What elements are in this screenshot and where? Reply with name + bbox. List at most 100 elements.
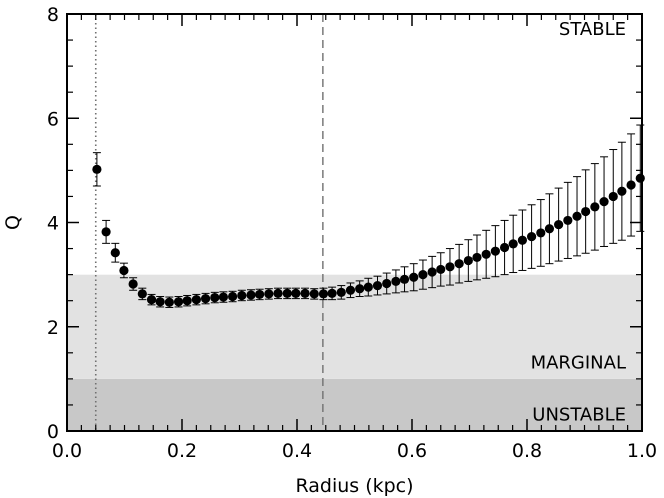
data-point (182, 294, 192, 307)
data-point (608, 149, 618, 244)
point-marker (246, 290, 256, 300)
data-point (264, 288, 274, 300)
point-marker (137, 289, 147, 299)
point-marker (372, 280, 383, 291)
data-point (454, 243, 464, 284)
point-marker (554, 219, 564, 230)
point-marker (599, 197, 609, 207)
point-marker (300, 288, 310, 298)
point-marker (92, 164, 102, 174)
data-point (581, 169, 591, 254)
point-marker (218, 292, 228, 302)
point-marker (110, 248, 120, 258)
data-point (200, 292, 211, 305)
point-marker (101, 227, 111, 237)
point-marker (228, 291, 238, 302)
point-marker (418, 270, 428, 280)
point-marker (463, 255, 473, 266)
point-marker (436, 264, 446, 275)
data-point (246, 289, 256, 301)
data-point (210, 291, 220, 304)
point-marker (191, 295, 201, 305)
data-point (291, 287, 301, 300)
region-label-unstable: UNSTABLE (532, 405, 626, 426)
data-point (536, 199, 546, 267)
point-marker (146, 295, 157, 305)
point-marker (563, 215, 573, 226)
point-marker (282, 288, 292, 298)
point-marker (581, 206, 591, 217)
data-point (508, 214, 518, 274)
data-point (173, 296, 184, 308)
point-marker (309, 289, 319, 299)
data-point (191, 293, 201, 306)
x-tick-label: 0.6 (397, 440, 427, 462)
x-tick-label: 0.8 (512, 440, 542, 462)
data-point (372, 275, 383, 296)
point-marker (481, 249, 491, 259)
point-marker (327, 288, 337, 298)
point-marker (273, 288, 283, 298)
x-tick-label: 1.0 (627, 440, 657, 462)
data-point (626, 133, 636, 237)
region-unstable (67, 378, 642, 431)
data-point (517, 209, 528, 271)
data-point (119, 262, 129, 279)
point-marker (508, 239, 518, 249)
point-marker (635, 173, 645, 183)
point-marker (427, 267, 437, 277)
point-marker (409, 272, 419, 282)
data-point (527, 204, 537, 269)
y-tick-label: 8 (47, 4, 59, 26)
data-point (92, 152, 102, 187)
point-marker (454, 259, 464, 269)
y-tick-label: 6 (47, 108, 59, 130)
point-marker (237, 290, 247, 301)
x-tick-label: 0.4 (282, 440, 312, 462)
region-label-stable: STABLE (559, 19, 626, 40)
point-marker (527, 231, 537, 242)
data-point (155, 296, 165, 308)
y-axis-label: Q (2, 215, 24, 230)
point-marker (445, 262, 455, 272)
data-point (463, 239, 473, 282)
data-point (137, 287, 147, 301)
data-point (382, 272, 392, 295)
data-point (409, 263, 419, 292)
data-point (427, 255, 437, 289)
data-point (544, 193, 555, 265)
point-marker (345, 285, 356, 295)
data-point (146, 293, 157, 306)
point-marker (608, 191, 618, 202)
data-point (617, 141, 627, 241)
point-marker (255, 289, 265, 300)
x-axis-label: Radius (kpc) (295, 475, 413, 497)
data-point (327, 286, 337, 301)
point-marker (499, 242, 510, 253)
x-tick-label: 0.0 (52, 440, 82, 462)
data-point (554, 187, 564, 262)
point-marker (336, 287, 346, 297)
region-labels: UNSTABLE MARGINAL STABLE (531, 19, 626, 426)
data-point (355, 280, 365, 298)
point-marker (399, 274, 410, 284)
region-stable (67, 14, 642, 275)
data-point (363, 277, 373, 297)
data-point (336, 285, 346, 300)
data-point (309, 288, 319, 300)
reference-lines (94, 14, 324, 431)
point-marker (363, 282, 373, 292)
point-marker (536, 228, 546, 238)
y-tick-label: 2 (47, 317, 59, 339)
point-marker (155, 297, 165, 307)
data-point (391, 269, 401, 294)
data-point (273, 287, 283, 300)
point-marker (291, 288, 301, 298)
data-point (490, 225, 500, 278)
axis-ticks: 0.0 0.2 0.4 0.6 0.8 1.0 0 2 4 6 8 (47, 4, 657, 462)
data-point (300, 287, 310, 300)
point-marker (391, 276, 401, 287)
data-point (499, 219, 510, 276)
point-marker (173, 297, 184, 307)
